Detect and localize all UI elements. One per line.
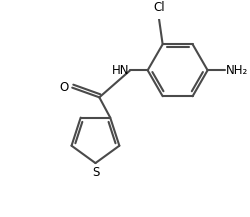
Text: NH₂: NH₂ bbox=[225, 64, 247, 77]
Text: O: O bbox=[59, 81, 68, 94]
Text: HN: HN bbox=[111, 64, 129, 77]
Text: Cl: Cl bbox=[152, 1, 164, 14]
Text: S: S bbox=[92, 166, 99, 179]
